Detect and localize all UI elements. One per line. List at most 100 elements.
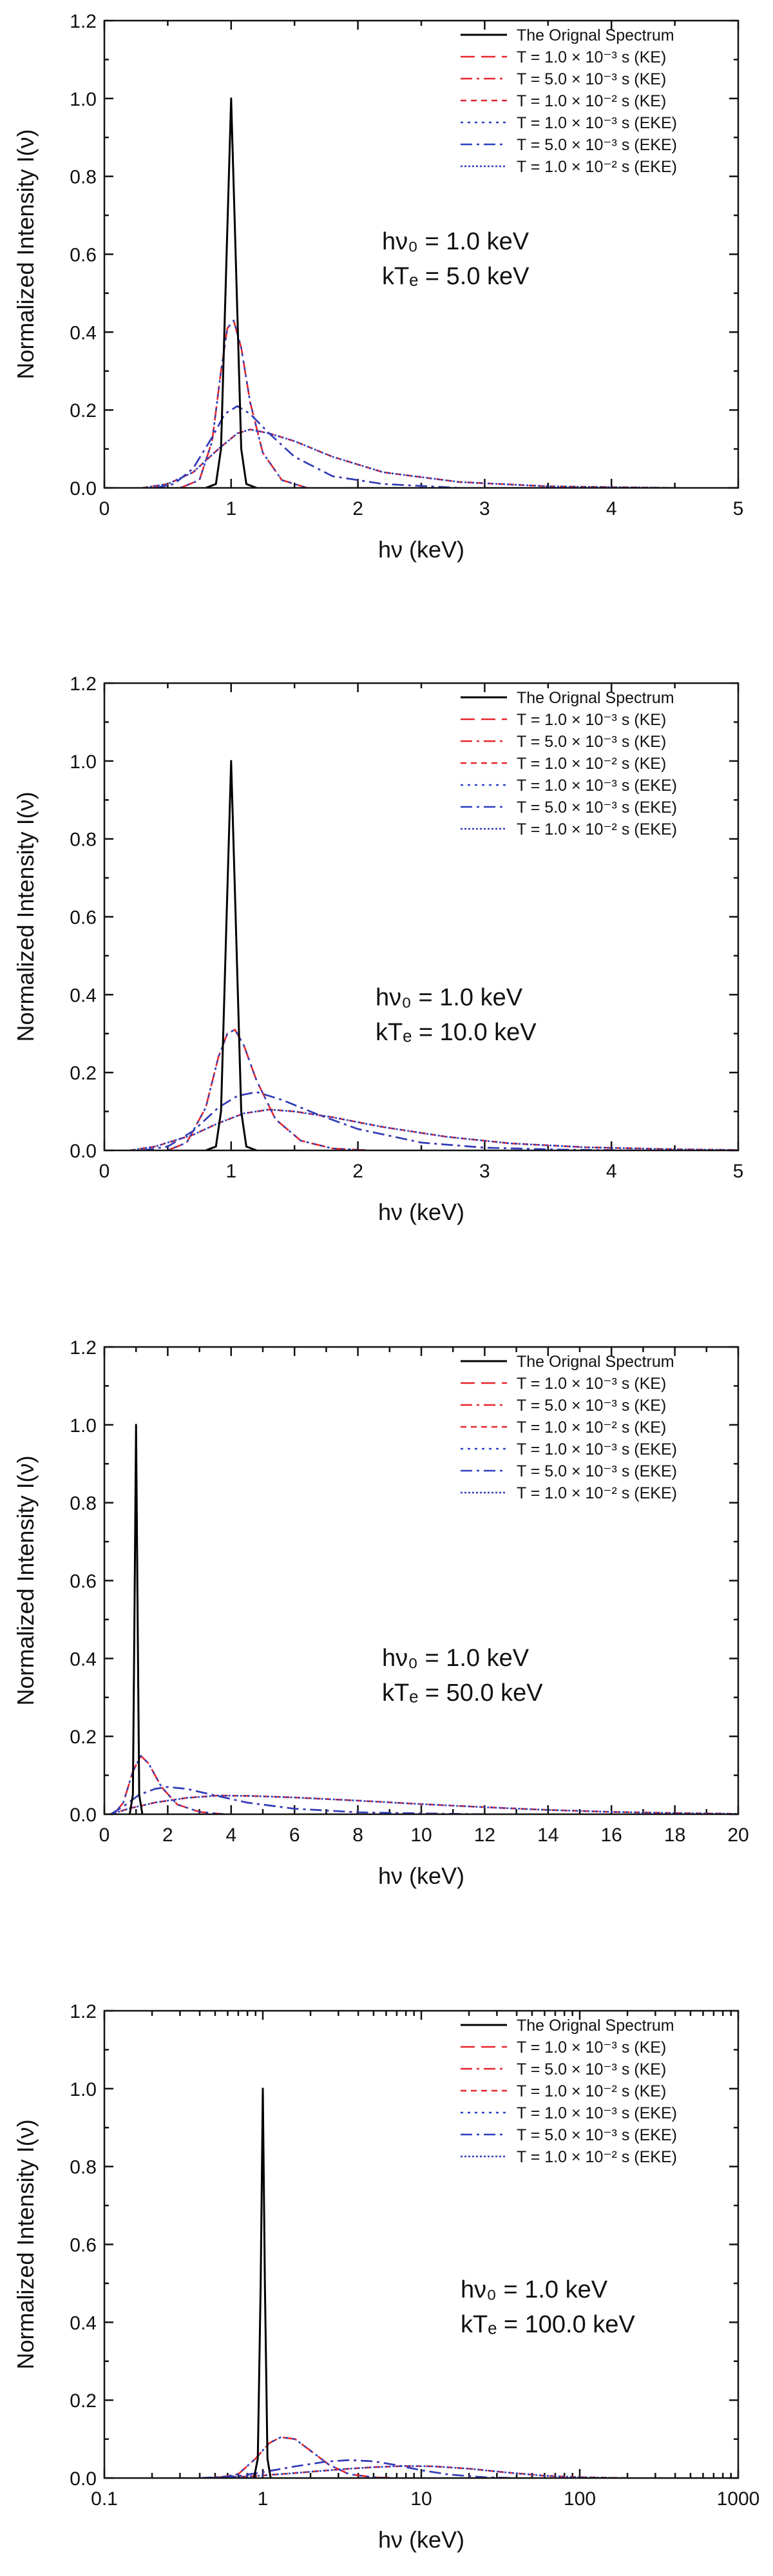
annotation-temperature: kTₑ = 5.0 keV [382, 263, 530, 290]
series-line-7 [129, 1109, 738, 1150]
x-tick-label: 20 [727, 1825, 749, 1846]
x-tick-label: 0 [99, 1161, 110, 1182]
x-tick-label: 6 [289, 1825, 300, 1846]
y-tick-label: 1.2 [70, 11, 97, 32]
annotation-energy: hν₀ = 1.0 keV [382, 1645, 530, 1672]
x-tick-label: 3 [479, 1161, 490, 1182]
x-tick-label: 4 [606, 498, 617, 519]
legend-label: T = 1.0 × 10⁻³ s (EKE) [517, 114, 677, 132]
legend-label: T = 5.0 × 10⁻³ s (EKE) [517, 2126, 677, 2144]
y-tick-label: 0.4 [70, 1649, 97, 1670]
series-line-6 [200, 2459, 517, 2478]
legend-label: T = 5.0 × 10⁻³ s (KE) [517, 70, 666, 88]
annotation-temperature: kTₑ = 100.0 keV [461, 2311, 635, 2338]
y-tick-label: 0.4 [70, 2312, 97, 2334]
plot-frame [103, 1346, 740, 1816]
y-tick-label: 1.2 [70, 673, 97, 695]
plot-frame [103, 19, 740, 489]
x-tick-label: 1 [225, 1161, 236, 1182]
legend-label: The Orignal Spectrum [517, 26, 674, 44]
series-group [129, 760, 738, 1150]
x-tick-label: 5 [733, 1161, 744, 1182]
legend-label: T = 1.0 × 10⁻² s (KE) [517, 92, 666, 110]
y-tick-label: 0.8 [70, 829, 97, 851]
series-group [200, 2087, 628, 2478]
legend-label: T = 1.0 × 10⁻³ s (EKE) [517, 2104, 677, 2122]
x-tick-label: 1 [258, 2488, 269, 2510]
series-line-1 [253, 2087, 272, 2478]
legend-label: T = 1.0 × 10⁻³ s (KE) [517, 1375, 666, 1393]
chart-panel-4: 0.0 0.2 0.4 0.6 0.8 1.0 1.2 0.1 1 10 100 1000 The Or… [12, 2001, 759, 2553]
annotation-energy: hν₀ = 1.0 keV [461, 2276, 608, 2303]
annotation-temperature: kTₑ = 50.0 keV [382, 1680, 543, 1707]
y-tick-label: 0.8 [70, 2157, 97, 2178]
x-tick-label: 2 [352, 498, 363, 519]
x-tick-label: 14 [537, 1825, 558, 1846]
legend-label: T = 1.0 × 10⁻² s (KE) [517, 2082, 666, 2100]
y-tick-label: 0.6 [70, 245, 97, 266]
legend: The Orignal Spectrum T = 1.0 × 10⁻³ s (KE… [461, 1353, 677, 1502]
series-line-2 [113, 1755, 225, 1814]
x-tick-label: 2 [352, 1161, 363, 1182]
plot-frame [103, 2009, 740, 2479]
legend-label: T = 5.0 × 10⁻³ s (KE) [517, 1397, 666, 1415]
x-tick-label: 100 [564, 2488, 596, 2510]
legend: The Orignal Spectrum T = 1.0 × 10⁻³ s (KE… [461, 689, 677, 838]
x-tick-label: 1000 [717, 2488, 760, 2510]
x-tick-label: 0.1 [91, 2488, 118, 2510]
y-tick-label: 0.8 [70, 1493, 97, 1515]
y-tick-label: 1.2 [70, 1337, 97, 1359]
y-tick-label: 0.0 [70, 1141, 97, 1162]
series-line-1 [205, 97, 257, 488]
x-tick-label: 8 [352, 1825, 363, 1846]
series-line-2 [215, 2436, 397, 2478]
series-group [142, 97, 675, 488]
x-tick-label: 4 [225, 1825, 236, 1846]
series-line-5 [180, 319, 308, 488]
y-tick-label: 0.0 [70, 2468, 97, 2490]
x-tick-label: 12 [474, 1825, 495, 1846]
legend-label: T = 5.0 × 10⁻³ s (KE) [517, 733, 666, 751]
x-tick-label: 4 [606, 1161, 617, 1182]
series-group [110, 1424, 738, 1814]
series-line-6 [142, 1091, 637, 1150]
legend-label: The Orignal Spectrum [517, 2017, 674, 2035]
x-tick-label: 10 [410, 2488, 432, 2510]
legend: The Orignal Spectrum T = 1.0 × 10⁻³ s (KE… [461, 2017, 677, 2166]
legend-label: T = 1.0 × 10⁻² s (EKE) [517, 2148, 677, 2166]
y-tick-label: 0.4 [70, 985, 97, 1006]
y-tick-label: 0.2 [70, 400, 97, 421]
series-line-1 [128, 1424, 144, 1814]
plot-frame [103, 682, 740, 1152]
legend-label: T = 5.0 × 10⁻³ s (EKE) [517, 1462, 677, 1480]
y-tick-label: 1.0 [70, 1415, 97, 1437]
x-tick-label: 18 [664, 1825, 685, 1846]
legend-label: T = 1.0 × 10⁻² s (EKE) [517, 820, 677, 838]
x-tick-label: 16 [601, 1825, 622, 1846]
legend-label: T = 1.0 × 10⁻² s (EKE) [517, 158, 677, 176]
annotation-energy: hν₀ = 1.0 keV [376, 984, 523, 1011]
y-tick-label: 0.4 [70, 322, 97, 344]
series-line-6 [110, 1786, 485, 1814]
y-axis-title: Normalized Intensity I(ν) [12, 129, 39, 379]
y-tick-label: 0.6 [70, 2235, 97, 2256]
series-line-3 [110, 1786, 485, 1814]
chart-panel-2: 0.0 0.2 0.4 0.6 0.8 1.0 1.2 0 1 2 3 4 5 The Orignal S… [12, 673, 743, 1225]
legend-label: T = 1.0 × 10⁻² s (KE) [517, 1419, 666, 1437]
y-tick-label: 0.0 [70, 1805, 97, 1826]
legend-label: T = 1.0 × 10⁻³ s (KE) [517, 48, 666, 66]
y-tick-label: 0.6 [70, 907, 97, 929]
y-axis-title: Normalized Intensity I(ν) [12, 791, 39, 1041]
legend-label: T = 5.0 × 10⁻³ s (EKE) [517, 136, 677, 154]
chart-panel-3: 0.0 0.2 0.4 0.6 0.8 1.0 1.2 0 2 4 6 8 10 12 14 16 18 20 Th… [12, 1337, 749, 1889]
y-tick-label: 1.0 [70, 89, 97, 110]
annotation-temperature: kTₑ = 10.0 keV [376, 1019, 537, 1046]
legend-label: T = 1.0 × 10⁻³ s (KE) [517, 711, 666, 729]
x-tick-label: 3 [479, 498, 490, 519]
series-line-1 [205, 760, 257, 1150]
legend-label: T = 5.0 × 10⁻³ s (EKE) [517, 799, 677, 817]
legend-label: T = 1.0 × 10⁻² s (EKE) [517, 1484, 677, 1502]
x-axis-title: hν (keV) [378, 2526, 464, 2553]
x-tick-label: 1 [225, 498, 236, 519]
